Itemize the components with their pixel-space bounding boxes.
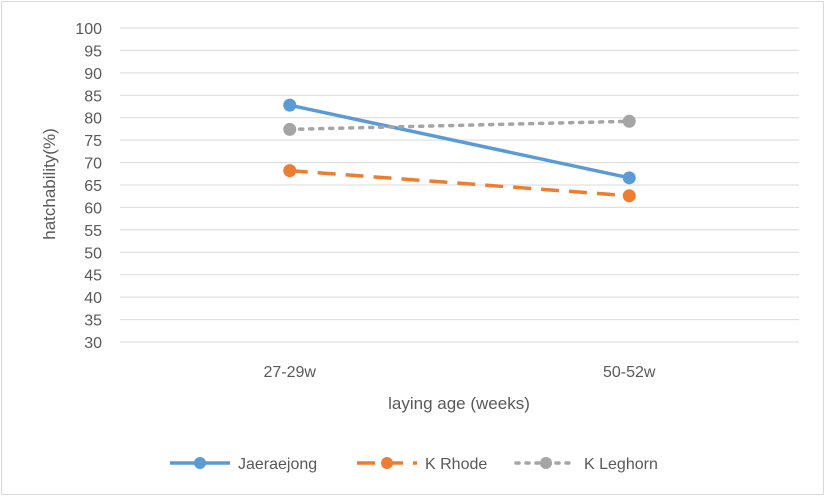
- legend-item: K Leghorn: [514, 456, 658, 473]
- legend-marker: [194, 457, 206, 469]
- series-lines: [283, 98, 636, 203]
- series-jaeraejong: [283, 98, 636, 185]
- data-point: [283, 122, 297, 136]
- data-point: [622, 189, 636, 203]
- y-tick-label: 100: [75, 21, 102, 38]
- y-tick-label: 75: [84, 133, 102, 150]
- y-tick-label: 90: [84, 66, 102, 83]
- gridlines: [120, 27, 799, 343]
- x-axis-ticks: 27-29w 50-52w: [264, 364, 656, 381]
- y-tick-label: 80: [84, 111, 102, 128]
- data-point: [283, 98, 297, 112]
- data-point: [283, 164, 297, 178]
- series-line: [289, 103, 630, 180]
- legend-marker: [381, 457, 393, 469]
- y-axis-title: hatchability(%): [40, 128, 59, 240]
- y-tick-label: 70: [84, 156, 102, 173]
- legend: Jaeraejong K Rhode K Leghorn: [170, 456, 658, 473]
- legend-marker: [540, 457, 552, 469]
- series-line: [288, 119, 631, 132]
- series-k-rhode: [283, 164, 636, 203]
- data-point: [622, 171, 636, 185]
- y-tick-label: 30: [84, 335, 102, 352]
- y-tick-label: 40: [84, 290, 102, 307]
- x-tick-label: 50-52w: [603, 364, 656, 381]
- y-tick-label: 35: [84, 313, 102, 330]
- legend-item: Jaeraejong: [170, 456, 317, 473]
- series-line: [289, 168, 630, 198]
- series-k-leghorn: [283, 114, 636, 136]
- y-tick-label: 65: [84, 178, 102, 195]
- y-tick-label: 50: [84, 245, 102, 262]
- y-tick-label: 85: [84, 88, 102, 105]
- y-tick-label: 95: [84, 43, 102, 60]
- x-axis-title: laying age (weeks): [388, 394, 530, 413]
- y-tick-label: 55: [84, 223, 102, 240]
- legend-label: K Rhode: [425, 456, 487, 473]
- x-tick-label: 27-29w: [264, 364, 317, 381]
- legend-label: Jaeraejong: [238, 456, 317, 473]
- data-point: [622, 114, 636, 128]
- y-tick-label: 60: [84, 200, 102, 217]
- y-axis-ticks: 30 35 40 45 50 55 60 65 70 75 80 85 90 95 100: [75, 21, 102, 352]
- legend-item: K Rhode: [357, 456, 487, 473]
- y-tick-label: 45: [84, 268, 102, 285]
- legend-label: K Leghorn: [584, 456, 658, 473]
